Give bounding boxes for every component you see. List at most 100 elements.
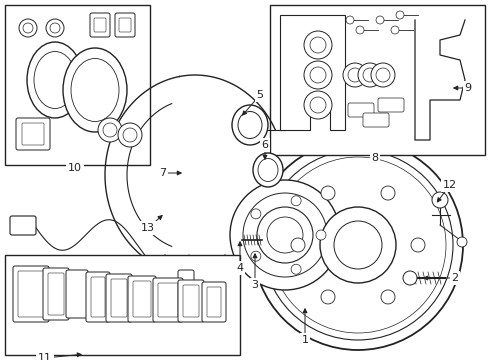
FancyBboxPatch shape [22, 123, 44, 145]
Circle shape [304, 31, 332, 59]
Circle shape [321, 186, 335, 200]
Circle shape [253, 140, 463, 350]
FancyBboxPatch shape [86, 272, 110, 322]
Circle shape [358, 63, 382, 87]
FancyBboxPatch shape [106, 274, 132, 322]
FancyBboxPatch shape [119, 18, 131, 32]
FancyBboxPatch shape [66, 270, 88, 318]
Text: 1: 1 [301, 335, 309, 345]
Circle shape [356, 26, 364, 34]
Circle shape [391, 26, 399, 34]
Circle shape [19, 19, 37, 37]
Circle shape [304, 91, 332, 119]
Text: 4: 4 [237, 263, 244, 273]
Circle shape [363, 68, 377, 82]
Text: 11: 11 [38, 353, 52, 360]
Text: 2: 2 [451, 273, 459, 283]
Text: 6: 6 [262, 140, 269, 150]
Ellipse shape [258, 158, 278, 181]
Circle shape [46, 19, 64, 37]
Ellipse shape [253, 153, 283, 187]
Text: 13: 13 [141, 223, 155, 233]
FancyBboxPatch shape [207, 287, 221, 317]
Circle shape [334, 221, 382, 269]
FancyBboxPatch shape [90, 13, 110, 37]
FancyBboxPatch shape [133, 281, 151, 317]
Circle shape [103, 123, 117, 137]
Ellipse shape [34, 51, 76, 108]
Circle shape [251, 251, 261, 261]
Circle shape [457, 237, 467, 247]
FancyBboxPatch shape [128, 276, 156, 322]
Circle shape [316, 230, 326, 240]
Circle shape [267, 217, 303, 253]
Circle shape [257, 207, 313, 263]
FancyBboxPatch shape [48, 273, 64, 315]
Circle shape [432, 192, 448, 208]
Circle shape [23, 23, 33, 33]
Text: 7: 7 [159, 168, 167, 178]
Ellipse shape [238, 112, 262, 139]
Circle shape [310, 97, 326, 113]
Circle shape [321, 290, 335, 304]
Circle shape [310, 67, 326, 83]
FancyBboxPatch shape [94, 18, 106, 32]
Circle shape [304, 61, 332, 89]
Text: 10: 10 [68, 163, 82, 173]
Circle shape [346, 16, 354, 24]
FancyBboxPatch shape [178, 280, 204, 322]
Circle shape [396, 11, 404, 19]
FancyBboxPatch shape [13, 266, 49, 322]
Circle shape [376, 16, 384, 24]
FancyBboxPatch shape [178, 270, 194, 294]
FancyBboxPatch shape [10, 216, 36, 235]
Circle shape [291, 196, 301, 206]
FancyBboxPatch shape [363, 113, 389, 127]
Circle shape [376, 68, 390, 82]
Bar [270, 5, 485, 155]
FancyBboxPatch shape [111, 279, 127, 317]
Circle shape [403, 271, 417, 285]
FancyBboxPatch shape [158, 283, 178, 317]
FancyBboxPatch shape [16, 118, 50, 150]
Circle shape [343, 63, 367, 87]
Ellipse shape [27, 42, 83, 118]
Polygon shape [280, 15, 345, 130]
FancyBboxPatch shape [43, 268, 69, 320]
Circle shape [348, 68, 362, 82]
Bar [5, 255, 240, 355]
Ellipse shape [232, 105, 268, 145]
Text: 8: 8 [371, 153, 379, 163]
Circle shape [381, 290, 395, 304]
Circle shape [320, 207, 396, 283]
Circle shape [371, 63, 395, 87]
FancyBboxPatch shape [202, 282, 226, 322]
Circle shape [243, 193, 327, 277]
FancyBboxPatch shape [183, 285, 199, 317]
Circle shape [381, 186, 395, 200]
Text: 9: 9 [465, 83, 471, 93]
Circle shape [291, 238, 305, 252]
Circle shape [291, 264, 301, 274]
Ellipse shape [71, 58, 119, 122]
Circle shape [98, 118, 122, 142]
Circle shape [123, 128, 137, 142]
Circle shape [251, 209, 261, 219]
Circle shape [270, 157, 446, 333]
FancyBboxPatch shape [18, 271, 44, 317]
Bar [5, 5, 150, 165]
Circle shape [411, 238, 425, 252]
Text: 12: 12 [443, 180, 457, 190]
FancyBboxPatch shape [91, 277, 105, 317]
Ellipse shape [63, 48, 127, 132]
FancyBboxPatch shape [153, 278, 183, 322]
Text: 3: 3 [251, 280, 259, 290]
Circle shape [230, 180, 340, 290]
FancyBboxPatch shape [348, 103, 374, 117]
Circle shape [310, 37, 326, 53]
FancyBboxPatch shape [115, 13, 135, 37]
FancyBboxPatch shape [378, 98, 404, 112]
Circle shape [50, 23, 60, 33]
Circle shape [118, 123, 142, 147]
Text: 5: 5 [256, 90, 264, 100]
